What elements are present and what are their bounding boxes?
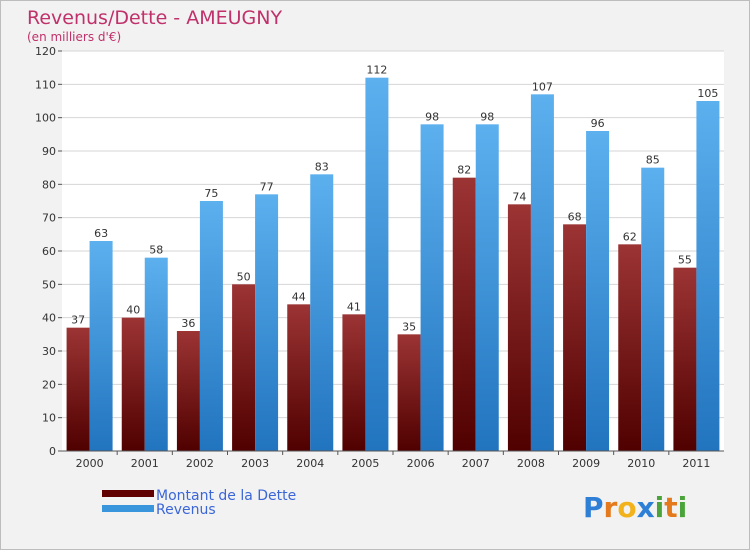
- x-tick-label: 2010: [627, 457, 655, 470]
- chart-title: Revenus/Dette - AMEUGNY: [27, 7, 282, 29]
- x-tick-label: 2004: [296, 457, 324, 470]
- logo-letter: i: [678, 491, 688, 524]
- y-tick-label: 60: [42, 245, 56, 258]
- logo-letter: x: [637, 491, 655, 524]
- legend-swatch-revenus: [102, 505, 154, 512]
- x-tick-label: 2008: [517, 457, 545, 470]
- y-tick-label: 0: [49, 445, 56, 458]
- bar-revenus: [144, 257, 168, 451]
- legend: Montant de la Dette Revenus: [102, 488, 296, 518]
- y-tick-label: 30: [42, 345, 56, 358]
- data-label: 58: [149, 244, 163, 257]
- proxiti-logo: Proxiti: [583, 491, 687, 524]
- bar-revenus: [420, 124, 444, 451]
- y-tick-label: 20: [42, 378, 56, 391]
- x-tick-label: 2002: [186, 457, 214, 470]
- data-label: 96: [591, 117, 605, 130]
- data-label: 55: [678, 254, 692, 267]
- y-axis-ticks: 0 10 20 30 40 50 60 70 80 90 100 110 120: [35, 45, 62, 458]
- data-label: 98: [480, 110, 494, 123]
- bar-revenus: [530, 94, 554, 451]
- y-tick-label: 120: [35, 45, 56, 58]
- y-tick-label: 100: [35, 112, 56, 125]
- x-tick-label: 2011: [682, 457, 710, 470]
- bar-revenus: [365, 77, 389, 452]
- data-label: 112: [366, 64, 387, 77]
- bar-debt: [66, 327, 90, 451]
- y-tick-label: 70: [42, 212, 56, 225]
- data-label: 75: [204, 187, 218, 200]
- x-tick-label: 2007: [462, 457, 490, 470]
- bar-revenus: [89, 241, 113, 451]
- x-tick-label: 2001: [131, 457, 159, 470]
- bar-debt: [507, 204, 531, 451]
- logo-letter: i: [655, 491, 665, 524]
- data-label: 62: [623, 230, 637, 243]
- data-label: 74: [512, 190, 526, 203]
- bar-debt: [452, 177, 476, 451]
- chart-subtitle: (en milliers d'€): [27, 30, 121, 44]
- y-tick-label: 40: [42, 312, 56, 325]
- logo-letter: o: [617, 491, 636, 524]
- bar-revenus: [255, 194, 279, 452]
- bar-revenus: [475, 124, 499, 451]
- data-label: 77: [260, 180, 274, 193]
- y-tick-label: 10: [42, 412, 56, 425]
- logo-letter: P: [583, 491, 604, 524]
- data-label: 41: [347, 300, 361, 313]
- bar-revenus: [696, 101, 720, 451]
- x-tick-label: 2006: [407, 457, 435, 470]
- data-label: 36: [181, 317, 195, 330]
- data-label: 83: [315, 160, 329, 173]
- y-tick-label: 110: [35, 78, 56, 91]
- x-tick-label: 2000: [76, 457, 104, 470]
- data-label: 107: [532, 80, 553, 93]
- bar-revenus: [586, 131, 610, 451]
- bar-debt: [397, 334, 421, 451]
- bar-debt: [232, 284, 256, 451]
- x-tick-label: 2009: [572, 457, 600, 470]
- legend-swatch-debt: [102, 490, 154, 497]
- bar-debt: [176, 331, 200, 451]
- x-tick-label: 2005: [351, 457, 379, 470]
- logo-letter: t: [664, 491, 677, 524]
- data-label: 44: [292, 290, 306, 303]
- y-tick-label: 90: [42, 145, 56, 158]
- data-label: 85: [646, 154, 660, 167]
- data-label: 37: [71, 314, 85, 327]
- legend-label-revenus: Revenus: [156, 502, 216, 518]
- data-label: 50: [237, 270, 251, 283]
- data-label: 98: [425, 110, 439, 123]
- bar-revenus: [310, 174, 334, 452]
- data-label: 105: [697, 87, 718, 100]
- bars: 37 63 40 58 36 75 50 77 44 83 41 112 35 98 82 98 74 107 68…: [66, 64, 720, 452]
- y-tick-label: 50: [42, 278, 56, 291]
- x-tick-label: 2003: [241, 457, 269, 470]
- logo-letter: r: [604, 491, 618, 524]
- data-label: 63: [94, 227, 108, 240]
- bar-debt: [342, 314, 366, 451]
- bar-debt: [121, 317, 145, 451]
- bar-debt: [618, 244, 642, 451]
- bar-revenus: [199, 201, 223, 451]
- bar-debt: [287, 304, 311, 451]
- data-label: 40: [126, 304, 140, 317]
- data-label: 35: [402, 320, 416, 333]
- data-label: 68: [568, 210, 582, 223]
- y-tick-label: 80: [42, 178, 56, 191]
- x-axis-ticks: 2000 2001 2002 2003 2004 2005 2006 2007 2008 2009…: [76, 451, 710, 470]
- bar-debt: [673, 267, 697, 451]
- data-label: 82: [457, 164, 471, 177]
- grid-lines: [62, 50, 724, 419]
- plot-area: 0 10 20 30 40 50 60 70 80 90 100 110 120 37 63 40 58 36 7…: [35, 45, 724, 470]
- bar-debt: [563, 224, 587, 451]
- legend-label-debt: Montant de la Dette: [156, 488, 296, 504]
- bar-revenus: [641, 167, 665, 451]
